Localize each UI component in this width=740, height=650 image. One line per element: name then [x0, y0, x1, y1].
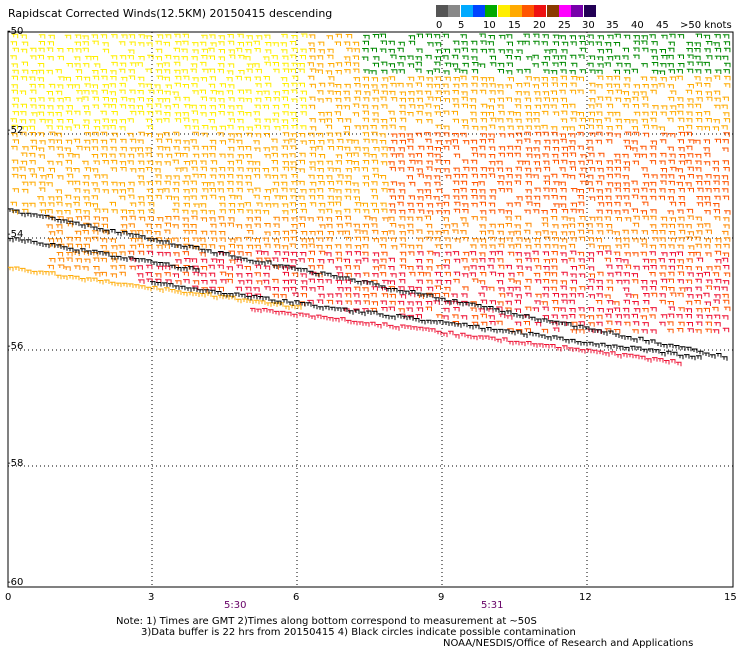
legend-swatch	[497, 5, 510, 17]
legend-swatch	[448, 5, 461, 17]
legend-swatch	[522, 5, 535, 17]
legend-label: 35	[606, 20, 619, 31]
legend-swatch	[583, 5, 596, 17]
legend-swatch	[534, 5, 547, 17]
legend-label: >50 knots	[680, 20, 732, 31]
wind-barb-group	[8, 208, 728, 361]
x-label: 12	[579, 592, 592, 603]
y-label: -54	[7, 229, 24, 240]
legend-label: 5	[458, 20, 465, 31]
wind-barb-group	[46, 215, 731, 278]
legend-label: 0	[436, 20, 443, 31]
map-title: Rapidscat Corrected Winds(12.5KM) 201504…	[8, 7, 333, 20]
legend-label: 45	[656, 20, 669, 31]
legend-swatch	[509, 5, 522, 17]
legend-label: 10	[483, 20, 496, 31]
x-label: 9	[438, 592, 445, 603]
y-label: -56	[7, 341, 24, 352]
time-label: 5:31	[481, 600, 504, 611]
legend-swatch	[472, 5, 485, 17]
legend-label: 25	[558, 20, 571, 31]
legend-label: 40	[631, 20, 644, 31]
legend-swatch	[546, 5, 559, 17]
y-label: -60	[7, 577, 24, 588]
legend-swatch	[571, 5, 584, 17]
note-line-1: Note: 1) Times are GMT 2)Times along bot…	[116, 616, 537, 627]
wind-barb-group	[361, 33, 731, 75]
wind-barbs	[8, 33, 731, 367]
x-label: 15	[724, 592, 737, 603]
legend-swatch	[436, 5, 448, 17]
x-label: 3	[148, 592, 155, 603]
legend-swatch	[485, 5, 498, 17]
y-label: -52	[7, 125, 24, 136]
y-label: -50	[7, 26, 24, 37]
note-line-2: 3)Data buffer is 22 hrs from 20150415 4)…	[141, 627, 576, 638]
legend-swatch	[559, 5, 571, 17]
wind-barb-group	[127, 131, 731, 334]
time-label: 5:30	[224, 600, 247, 611]
legend-swatch	[460, 5, 473, 17]
x-label: 6	[293, 592, 300, 603]
legend-label: 15	[508, 20, 521, 31]
legend-label: 20	[533, 20, 546, 31]
credit-line: NOAA/NESDIS/Office of Research and Appli…	[443, 638, 694, 649]
wind-barb-group	[10, 33, 308, 131]
x-label: 0	[5, 592, 12, 603]
y-label: -58	[7, 458, 24, 469]
legend-label: 30	[582, 20, 595, 31]
wind-barb-group	[8, 33, 731, 311]
